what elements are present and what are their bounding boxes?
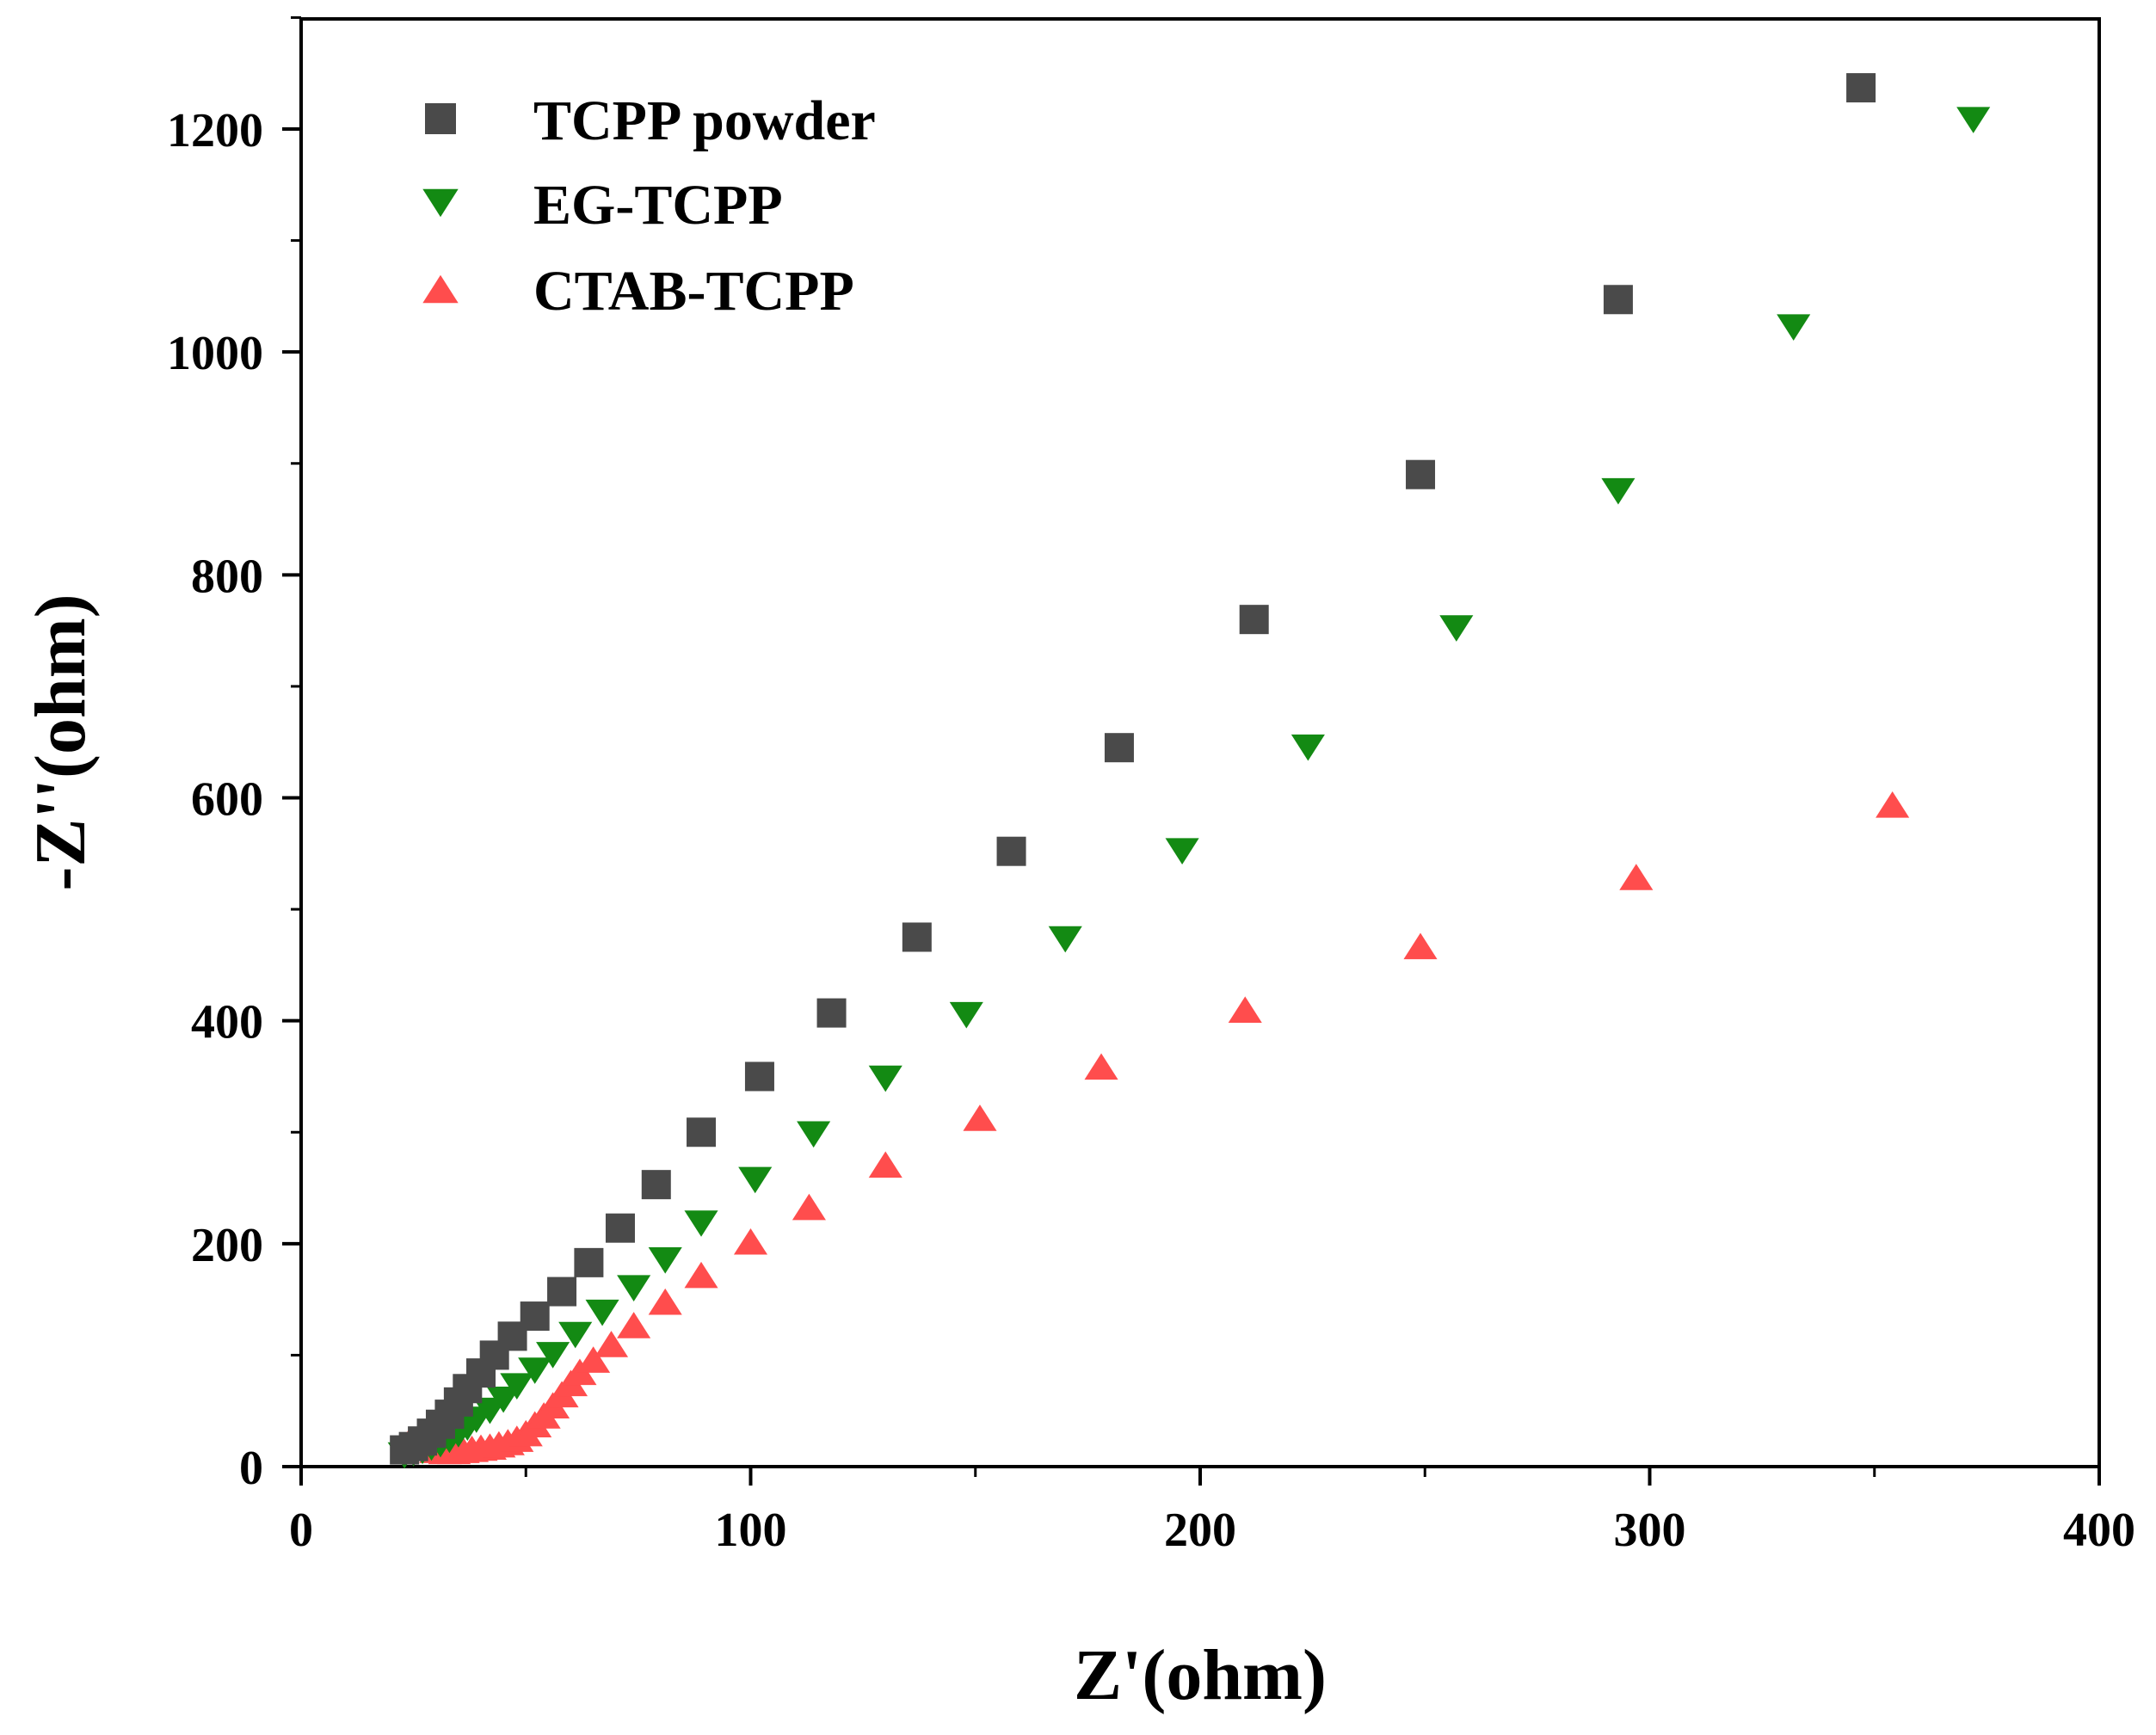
data-point (576, 1346, 611, 1373)
data-point (520, 1301, 550, 1332)
x-tick-label: 400 (2063, 1504, 2135, 1557)
data-point (738, 1166, 773, 1194)
data-point (605, 1213, 635, 1243)
x-tick-label: 0 (289, 1504, 313, 1557)
data-point (684, 1210, 718, 1237)
data-point (1403, 932, 1438, 960)
data-point (1777, 314, 1811, 341)
data-point (996, 836, 1026, 866)
data-point (1956, 107, 1991, 133)
data-point (486, 1386, 521, 1413)
data-point (547, 1277, 577, 1307)
data-point (797, 1121, 831, 1148)
data-point (1619, 864, 1654, 890)
legend-marker (422, 188, 459, 218)
data-point (687, 1117, 717, 1147)
data-point (1104, 733, 1134, 763)
y-tick-label: 0 (239, 1442, 263, 1495)
legend-marker (425, 103, 456, 134)
series-0 (390, 73, 1876, 1465)
data-point (902, 922, 932, 952)
data-point (558, 1321, 593, 1349)
data-point (648, 1246, 682, 1274)
x-axis-title: Z'(ohm) (1074, 1635, 1327, 1715)
data-point (617, 1312, 651, 1338)
y-tick-label: 600 (191, 773, 263, 827)
data-point (1601, 477, 1635, 505)
data-point (1165, 838, 1199, 864)
data-point (733, 1227, 768, 1255)
data-point (1876, 791, 1910, 818)
y-tick-label: 400 (191, 996, 263, 1049)
data-point (648, 1288, 682, 1315)
data-point (500, 1373, 534, 1400)
data-point (1603, 285, 1633, 315)
legend: TCPP powder EG-TCPP CTAB-TCPP (422, 89, 876, 323)
data-point (1048, 926, 1082, 953)
y-tick-label: 1200 (167, 104, 263, 157)
data-point (868, 1065, 902, 1092)
data-point (868, 1151, 902, 1178)
data-point (1228, 996, 1262, 1024)
legend-label: TCPP powder (533, 89, 876, 152)
data-point (518, 1357, 552, 1384)
y-tick-label: 800 (191, 550, 263, 603)
data-point (594, 1331, 629, 1357)
data-point (1291, 734, 1325, 761)
data-point (1239, 605, 1269, 635)
series-2 (391, 791, 1910, 1465)
y-axis-title: -Z''(ohm) (21, 594, 101, 890)
x-tick-label: 200 (1164, 1504, 1236, 1557)
legend-marker (422, 274, 459, 304)
data-point (641, 1170, 671, 1200)
data-point (574, 1247, 604, 1277)
data-point (816, 998, 847, 1028)
data-points (387, 73, 1991, 1469)
legend-label: CTAB-TCPP (533, 260, 854, 323)
data-point (684, 1261, 718, 1289)
data-point (585, 1299, 619, 1326)
data-point (949, 1001, 983, 1029)
data-point (1406, 459, 1436, 489)
y-tick-label: 1000 (167, 327, 263, 380)
data-point (792, 1193, 826, 1221)
data-point (1439, 615, 1474, 642)
data-point (1084, 1053, 1118, 1080)
data-point (963, 1104, 997, 1131)
x-tick-label: 300 (1614, 1504, 1686, 1557)
data-point (536, 1342, 570, 1369)
y-tick-label: 200 (191, 1219, 263, 1272)
data-point (617, 1275, 651, 1301)
data-point (744, 1061, 774, 1092)
data-point (1846, 73, 1876, 103)
x-tick-label: 100 (715, 1504, 787, 1557)
legend-label: EG-TCPP (533, 174, 783, 237)
axis-ticks: 0 100 200 300 400 0 200 400 600 800 1000 1200 (167, 15, 2135, 1557)
